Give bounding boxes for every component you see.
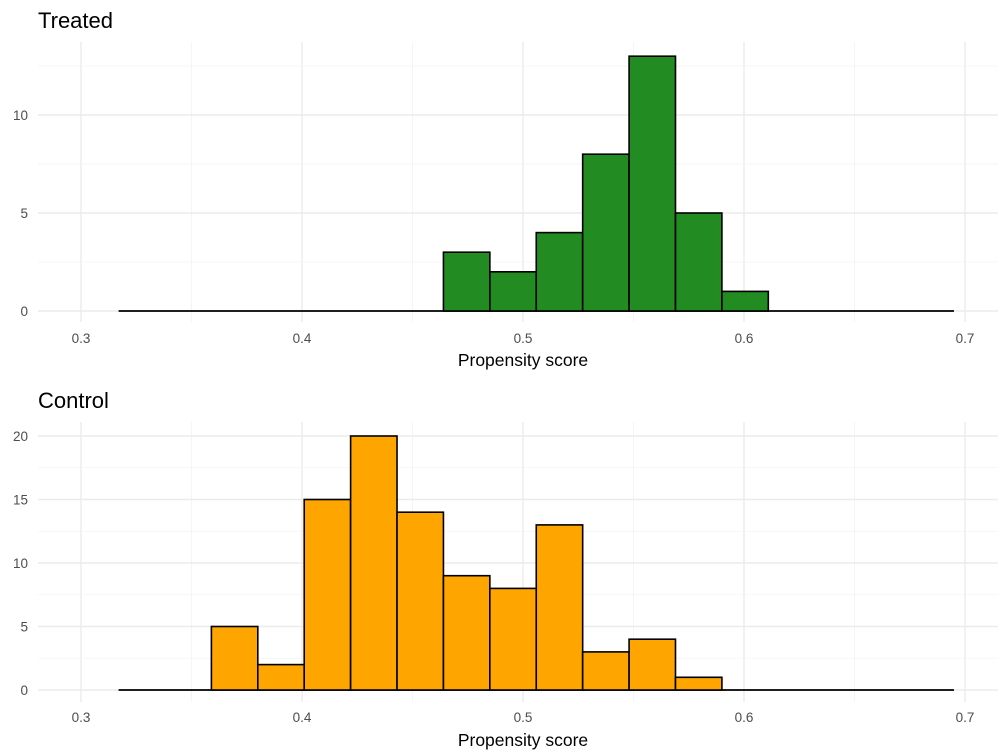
treated-bars (118, 55, 954, 312)
control-bars (118, 435, 954, 691)
control-x-tick-label-4: 0.7 (956, 710, 975, 725)
treated-tick-labels: 0.3 0.4 0.5 0.6 0.7 0 5 10 (13, 108, 974, 346)
control-y-tick-label-3: 15 (13, 493, 28, 508)
treated-bar-0 (442, 251, 491, 312)
treated-bar-2 (535, 231, 584, 312)
control-y-tick-label-1: 5 (20, 620, 28, 635)
control-x-tick-label-1: 0.4 (293, 710, 312, 725)
control-bar-3 (349, 435, 398, 691)
treated-x-tick-label-3: 0.6 (735, 331, 754, 346)
treated-y-tick-label-0: 0 (20, 304, 28, 319)
treated-x-axis-title: Propensity score (458, 350, 588, 370)
treated-x-tick-label-1: 0.4 (293, 331, 312, 346)
treated-bar-1 (489, 270, 538, 312)
treated-histogram-panel: Treated 0.3 0.4 0.5 0.6 0.7 0 5 10 Propensity s… (13, 8, 998, 370)
control-panel-title: Control (38, 388, 109, 413)
treated-bar-4 (628, 55, 677, 312)
control-x-tick-label-2: 0.5 (514, 710, 533, 725)
control-tick-labels: 0.3 0.4 0.5 0.6 0.7 0 5 10 15 20 (13, 429, 974, 725)
control-x-tick-label-0: 0.3 (72, 710, 91, 725)
control-bar-10 (674, 676, 723, 691)
control-bar-9 (628, 638, 677, 691)
control-x-tick-label-3: 0.6 (735, 710, 754, 725)
control-bar-6 (489, 587, 538, 691)
control-bar-8 (581, 651, 630, 691)
control-bar-0 (210, 625, 259, 691)
treated-y-tick-label-2: 10 (13, 108, 28, 123)
treated-panel-title: Treated (38, 8, 113, 33)
control-bar-5 (442, 574, 491, 691)
control-bar-7 (535, 524, 584, 691)
control-bar-4 (396, 511, 445, 691)
control-x-axis-title: Propensity score (458, 730, 588, 750)
treated-x-tick-label-4: 0.7 (956, 331, 975, 346)
control-bar-2 (303, 498, 352, 691)
treated-x-tick-label-0: 0.3 (72, 331, 91, 346)
control-y-tick-label-4: 20 (13, 429, 28, 444)
control-histogram-panel: Control 0.3 0.4 0.5 0.6 0.7 0 5 10 15 20 Propensi… (13, 388, 998, 750)
control-y-tick-label-2: 10 (13, 556, 28, 571)
control-y-tick-label-0: 0 (20, 683, 28, 698)
treated-bar-5 (674, 212, 723, 312)
control-bar-1 (256, 663, 306, 691)
treated-y-tick-label-1: 5 (20, 206, 28, 221)
treated-x-tick-label-2: 0.5 (514, 331, 533, 346)
treated-bar-3 (581, 153, 630, 312)
treated-bar-6 (721, 290, 770, 312)
